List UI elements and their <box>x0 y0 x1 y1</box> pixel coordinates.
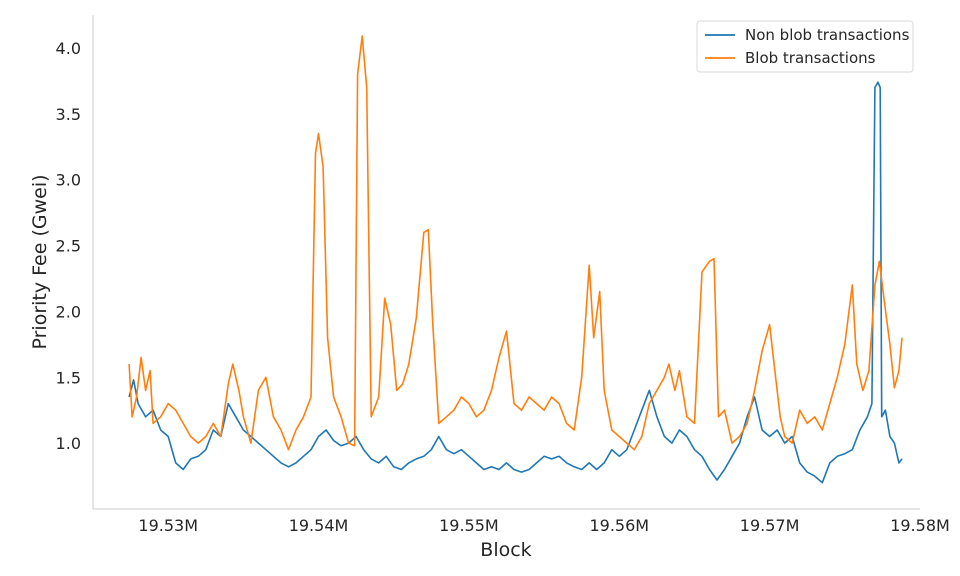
y-tick-label: 4.0 <box>56 39 81 58</box>
y-tick-label: 2.5 <box>56 237 81 256</box>
legend-label-blob: Blob transactions <box>745 49 876 67</box>
y-tick-label: 2.0 <box>56 302 81 321</box>
plot-area: 19.53M 19.54M 19.55M 19.56M 19.57M 19.58M 1.0… <box>56 15 950 535</box>
y-tick-labels: 1.0 1.5 2.0 2.5 3.0 3.5 4.0 <box>56 39 81 453</box>
y-tick-label: 1.5 <box>56 368 81 387</box>
legend-label-non-blob: Non blob transactions <box>745 26 910 44</box>
y-tick-label: 3.5 <box>56 105 81 124</box>
x-tick-label: 19.53M <box>138 516 198 535</box>
x-tick-label: 19.58M <box>890 516 950 535</box>
legend-box <box>696 20 914 73</box>
x-tick-label: 19.57M <box>740 516 800 535</box>
y-tick-label: 3.0 <box>56 171 81 190</box>
x-tick-labels: 19.53M 19.54M 19.55M 19.56M 19.57M 19.58M <box>138 516 949 535</box>
series-layer <box>128 35 903 484</box>
x-tick-label: 19.56M <box>589 516 649 535</box>
x-tick-label: 19.55M <box>439 516 499 535</box>
series-line-non-blob <box>128 81 903 484</box>
x-axis-title: Block <box>480 539 531 561</box>
x-tick-label: 19.54M <box>289 516 349 535</box>
y-axis-title: Priority Fee (Gwei) <box>29 174 51 349</box>
y-tick-label: 1.0 <box>56 434 81 453</box>
legend: Non blob transactions Blob transactions <box>696 20 914 73</box>
series-line-blob <box>128 35 903 451</box>
